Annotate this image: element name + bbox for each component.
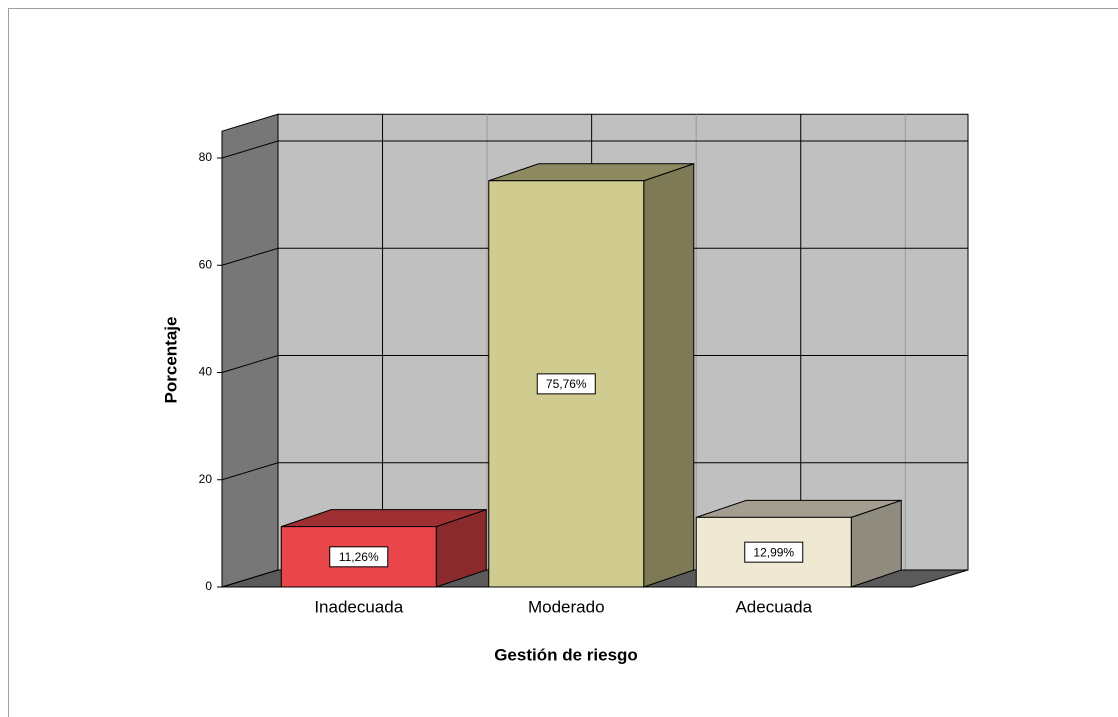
x-tick-label: Adecuada bbox=[735, 597, 812, 616]
x-tick-label: Inadecuada bbox=[314, 597, 403, 616]
x-tick-label: Moderado bbox=[528, 597, 605, 616]
y-tick-label: 40 bbox=[199, 365, 213, 379]
value-label: 75,76% bbox=[546, 377, 587, 391]
grid-line bbox=[221, 462, 279, 481]
bar bbox=[488, 180, 645, 588]
value-label: 12,99% bbox=[753, 545, 794, 559]
left-wall bbox=[221, 113, 279, 588]
grid-line bbox=[221, 247, 279, 266]
y-tick-label: 80 bbox=[199, 150, 213, 164]
y-tick-label: 20 bbox=[199, 472, 213, 486]
y-axis-title: Porcentaje bbox=[161, 317, 180, 404]
grid-line bbox=[221, 569, 279, 588]
x-axis-title: Gestión de riesgo bbox=[494, 645, 638, 664]
bar-side bbox=[643, 163, 695, 588]
value-label-box bbox=[744, 541, 804, 563]
value-label-box bbox=[329, 546, 389, 568]
y-tick-label: 60 bbox=[199, 257, 213, 271]
y-tick-label: 0 bbox=[205, 579, 212, 593]
grid-line bbox=[221, 355, 279, 373]
value-label-box bbox=[536, 373, 596, 395]
value-label: 11,26% bbox=[339, 550, 379, 564]
grid-line bbox=[221, 140, 279, 159]
